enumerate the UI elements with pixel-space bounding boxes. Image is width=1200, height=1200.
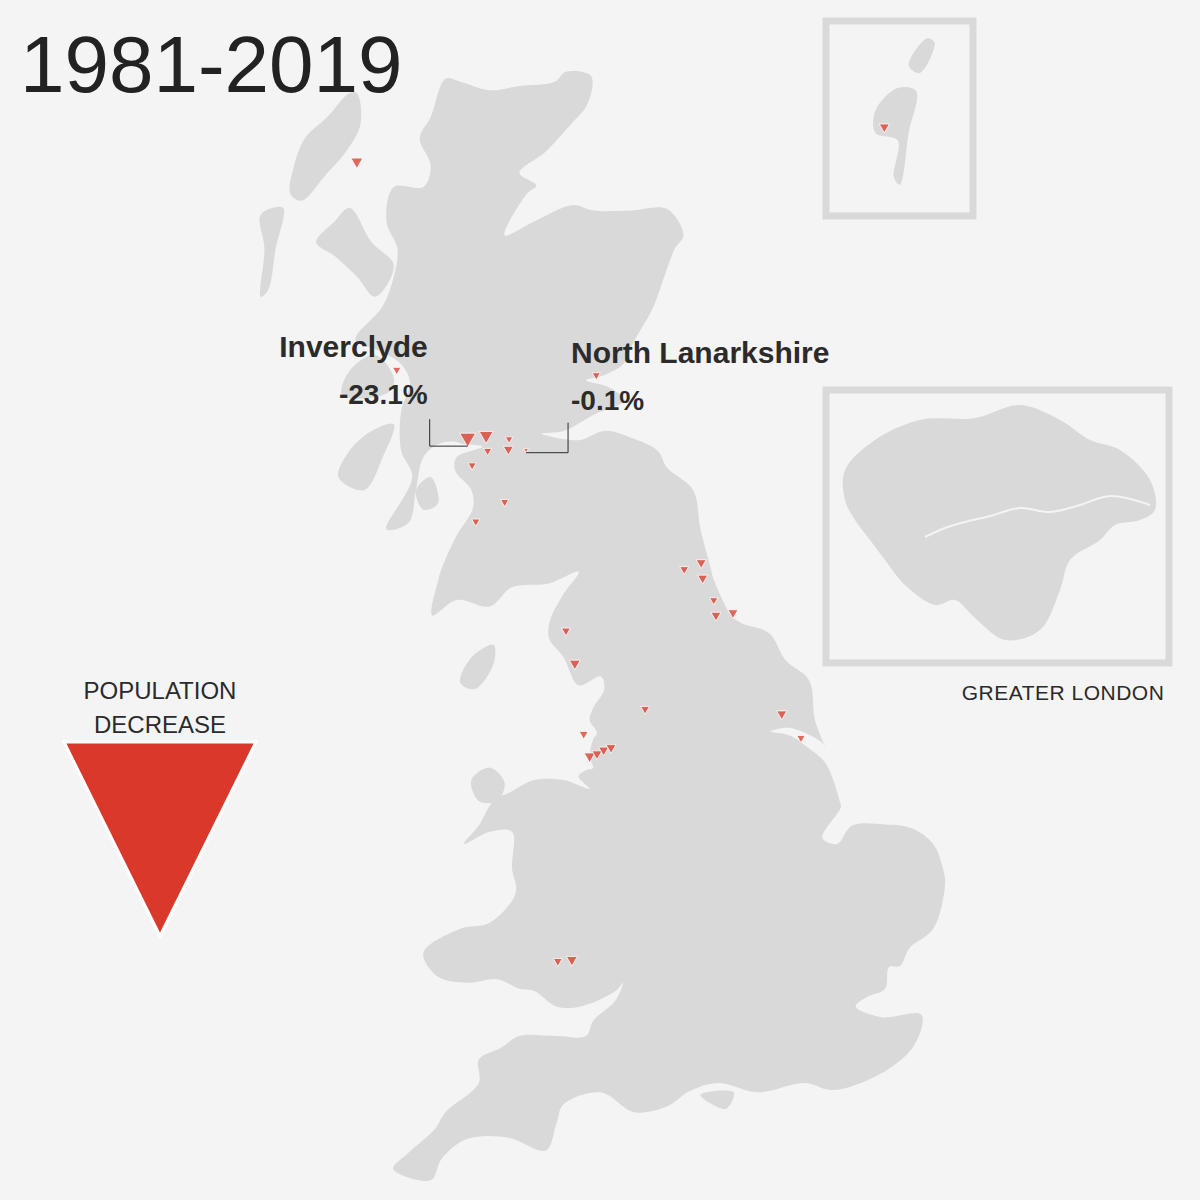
decrease-marker bbox=[460, 433, 476, 447]
island bbox=[259, 207, 284, 297]
decrease-marker bbox=[641, 706, 650, 714]
decrease-marker bbox=[503, 446, 513, 455]
decrease-marker bbox=[566, 956, 577, 966]
decrease-marker bbox=[710, 598, 718, 605]
decrease-marker bbox=[393, 367, 401, 374]
legend-title: POPULATION bbox=[84, 677, 237, 704]
legend: POPULATION DECREASE bbox=[64, 677, 256, 936]
annotation-bracket bbox=[430, 419, 468, 446]
island bbox=[338, 423, 395, 490]
thames bbox=[925, 496, 1150, 537]
decrease-marker bbox=[797, 735, 805, 742]
island bbox=[700, 1091, 734, 1110]
decrease-marker bbox=[351, 158, 363, 168]
decrease-marker bbox=[479, 431, 493, 443]
legend-symbol bbox=[64, 742, 256, 936]
background bbox=[0, 0, 1200, 1200]
island bbox=[460, 644, 496, 689]
decrease-marker bbox=[606, 745, 616, 754]
shetland bbox=[909, 38, 935, 73]
shetland bbox=[873, 87, 917, 185]
markers bbox=[351, 124, 889, 966]
decrease-marker bbox=[524, 449, 529, 453]
island bbox=[471, 768, 505, 804]
decrease-marker bbox=[728, 610, 738, 619]
shetland-frame bbox=[826, 21, 973, 216]
annotation-value: -0.1% bbox=[571, 385, 644, 416]
decrease-marker bbox=[569, 660, 580, 670]
legend-title: DECREASE bbox=[94, 711, 226, 738]
decrease-marker bbox=[696, 560, 706, 569]
land bbox=[259, 71, 945, 1181]
great-britain bbox=[355, 71, 945, 1181]
decrease-marker bbox=[698, 575, 708, 584]
annotation-value: -23.1% bbox=[339, 379, 428, 410]
annotations: Inverclyde -23.1% North Lanarkshire -0.1% bbox=[279, 330, 829, 453]
decrease-marker bbox=[579, 731, 588, 739]
decrease-marker bbox=[584, 753, 595, 763]
decrease-marker bbox=[561, 628, 570, 636]
annotation-bracket bbox=[526, 423, 568, 453]
decrease-marker bbox=[592, 751, 602, 760]
decrease-marker bbox=[483, 448, 491, 455]
decrease-marker bbox=[472, 519, 480, 526]
annotation-label: North Lanarkshire bbox=[571, 336, 829, 369]
decrease-marker bbox=[553, 959, 562, 967]
decrease-marker bbox=[599, 747, 609, 756]
greater-london bbox=[843, 405, 1156, 640]
decrease-marker bbox=[592, 373, 600, 380]
decrease-marker bbox=[879, 124, 889, 133]
inset-title: GREATER LONDON bbox=[962, 681, 1165, 704]
island bbox=[416, 477, 439, 510]
decrease-marker bbox=[680, 567, 689, 575]
decrease-marker bbox=[505, 437, 513, 444]
title: 1981-2019 bbox=[20, 20, 403, 109]
decrease-marker bbox=[711, 612, 721, 621]
decrease-marker bbox=[500, 500, 508, 507]
london-frame bbox=[826, 390, 1169, 663]
insets bbox=[826, 21, 1169, 663]
annotation-label: Inverclyde bbox=[279, 330, 427, 363]
decrease-marker bbox=[777, 711, 787, 720]
decrease-marker bbox=[468, 463, 476, 470]
island bbox=[316, 208, 394, 297]
map-canvas: GREATER LONDON 1981-2019 POPULATION DECREAS… bbox=[0, 0, 1200, 1200]
